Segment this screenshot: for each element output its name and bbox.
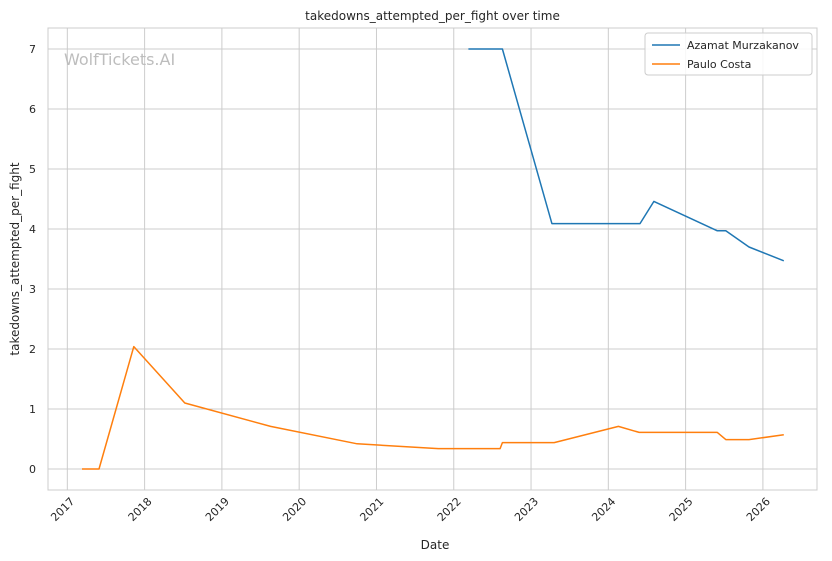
x-tick-label: 2019 [203, 495, 232, 524]
legend-box [644, 32, 813, 76]
chart-title: takedowns_attempted_per_fight over time [305, 9, 560, 23]
y-tick-label: 2 [29, 343, 36, 356]
x-tick-label: 2020 [280, 495, 309, 524]
x-tick-label: 2026 [744, 495, 773, 524]
y-tick-label: 5 [29, 163, 36, 176]
series-layer [82, 48, 785, 470]
x-tick-label: 2023 [512, 495, 541, 524]
series-line-paulo-costa [82, 345, 784, 470]
x-axis-label: Date [421, 538, 450, 552]
y-tick-labels: 0 1 2 3 4 5 6 7 [29, 43, 36, 476]
y-tick-label: 6 [29, 103, 36, 116]
grid [48, 28, 817, 490]
x-tick-label: 2021 [357, 495, 386, 524]
legend-label-azamat-murzakanov: Azamat Murzakanov [687, 39, 799, 52]
y-tick-label: 7 [29, 43, 36, 56]
plot-background [48, 28, 817, 490]
y-tick-label: 4 [29, 223, 36, 236]
y-tick-label: 0 [29, 463, 36, 476]
y-axis-label: takedowns_attempted_per_fight [8, 162, 22, 355]
x-tick-label: 2018 [126, 495, 155, 524]
y-tick-label: 3 [29, 283, 36, 296]
legend-label-paulo-costa: Paulo Costa [687, 58, 751, 71]
x-tick-label: 2017 [48, 495, 77, 524]
plot-frame [47, 27, 818, 491]
y-tick-label: 1 [29, 403, 36, 416]
x-tick-labels: 2017 2018 2019 2020 2021 2022 2023 2024 2025 2026 [48, 495, 773, 524]
x-tick-label: 2022 [435, 495, 464, 524]
x-tick-label: 2025 [667, 495, 696, 524]
legend: Azamat Murzakanov Paulo Costa [644, 32, 813, 76]
series-line-azamat-murzakanov [468, 48, 785, 262]
watermark: WolfTickets.AI [64, 50, 175, 69]
x-tick-label: 2024 [589, 495, 618, 524]
